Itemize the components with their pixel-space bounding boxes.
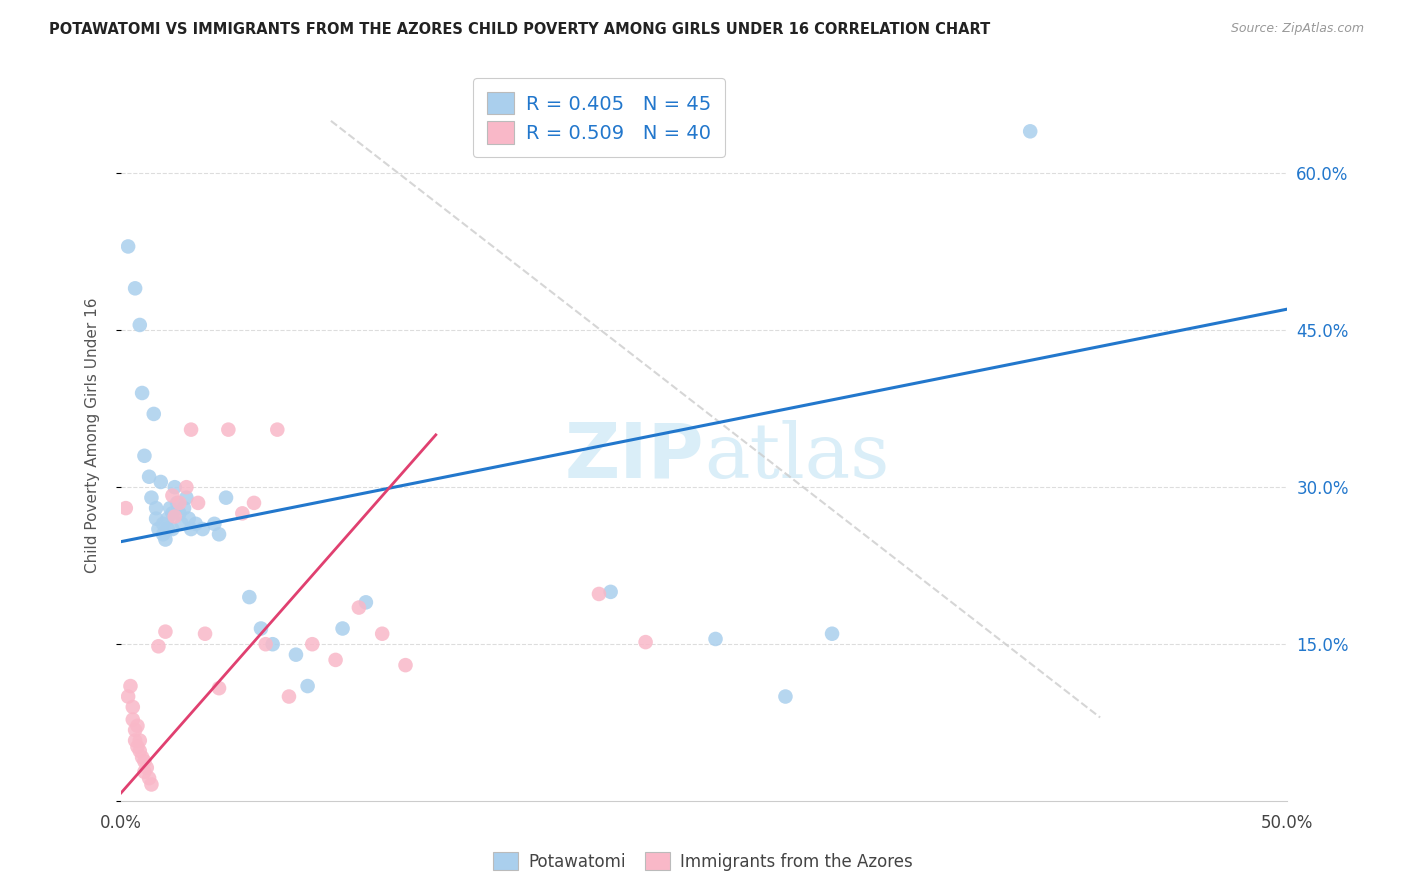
Point: [278, 690, 301, 704]
Point: [217, 423, 239, 437]
Point: [162, 507, 184, 521]
Point: [128, 318, 150, 332]
Text: POTAWATOMI VS IMMIGRANTS FROM THE AZORES CHILD POVERTY AMONG GIRLS UNDER 16 CORR: POTAWATOMI VS IMMIGRANTS FROM THE AZORES…: [49, 22, 990, 37]
Point: [134, 755, 156, 769]
Point: [152, 516, 174, 531]
Point: [159, 501, 181, 516]
Point: [180, 423, 202, 437]
Point: [127, 719, 149, 733]
Text: Source: ZipAtlas.com: Source: ZipAtlas.com: [1230, 22, 1364, 36]
Point: [184, 516, 207, 531]
Text: ZIP: ZIP: [564, 420, 704, 494]
Point: [170, 516, 193, 531]
Point: [231, 507, 253, 521]
Point: [187, 496, 209, 510]
Y-axis label: Child Poverty Among Girls Under 16: Child Poverty Among Girls Under 16: [86, 297, 100, 573]
Point: [169, 507, 191, 521]
Point: [117, 690, 139, 704]
Point: [128, 733, 150, 747]
Point: [284, 648, 307, 662]
Point: [215, 491, 238, 505]
Point: [347, 600, 370, 615]
Point: [124, 733, 146, 747]
Point: [152, 527, 174, 541]
Point: [124, 723, 146, 737]
Point: [145, 501, 167, 516]
Point: [155, 533, 177, 547]
Legend: R = 0.405   N = 45, R = 0.509   N = 40: R = 0.405 N = 45, R = 0.509 N = 40: [474, 78, 724, 157]
Point: [325, 653, 347, 667]
Point: [266, 423, 288, 437]
Point: [156, 522, 179, 536]
Point: [114, 501, 136, 516]
Point: [131, 386, 153, 401]
Point: [163, 480, 186, 494]
Point: [176, 480, 198, 494]
Point: [141, 491, 163, 505]
Point: [301, 637, 323, 651]
Point: [149, 475, 172, 489]
Point: [121, 713, 143, 727]
Point: [142, 407, 165, 421]
Legend: Potawatomi, Immigrants from the Azores: Potawatomi, Immigrants from the Azores: [485, 844, 921, 880]
Point: [173, 501, 195, 516]
Point: [634, 635, 657, 649]
Point: [141, 777, 163, 791]
Point: [145, 511, 167, 525]
Point: [208, 527, 231, 541]
Point: [134, 764, 156, 779]
Point: [120, 679, 142, 693]
Point: [166, 496, 188, 510]
Point: [599, 585, 621, 599]
Point: [128, 744, 150, 758]
Point: [394, 658, 416, 673]
Point: [138, 771, 160, 785]
Point: [162, 489, 184, 503]
Point: [169, 496, 191, 510]
Text: atlas: atlas: [704, 420, 889, 494]
Point: [135, 761, 157, 775]
Point: [117, 239, 139, 253]
Point: [775, 690, 797, 704]
Point: [156, 511, 179, 525]
Point: [208, 681, 231, 695]
Point: [155, 624, 177, 639]
Point: [177, 511, 200, 525]
Point: [297, 679, 319, 693]
Point: [238, 590, 260, 604]
Point: [148, 640, 170, 654]
Point: [194, 626, 217, 640]
Point: [332, 622, 354, 636]
Point: [127, 739, 149, 754]
Point: [176, 491, 198, 505]
Point: [148, 522, 170, 536]
Point: [262, 637, 284, 651]
Point: [254, 637, 277, 651]
Point: [243, 496, 266, 510]
Point: [354, 595, 377, 609]
Point: [250, 622, 273, 636]
Point: [134, 449, 156, 463]
Point: [138, 469, 160, 483]
Point: [162, 522, 184, 536]
Point: [821, 626, 844, 640]
Point: [121, 700, 143, 714]
Point: [588, 587, 610, 601]
Point: [131, 750, 153, 764]
Point: [124, 281, 146, 295]
Point: [180, 522, 202, 536]
Point: [371, 626, 394, 640]
Point: [704, 632, 727, 646]
Point: [1019, 124, 1042, 138]
Point: [191, 522, 214, 536]
Point: [163, 509, 186, 524]
Point: [202, 516, 225, 531]
